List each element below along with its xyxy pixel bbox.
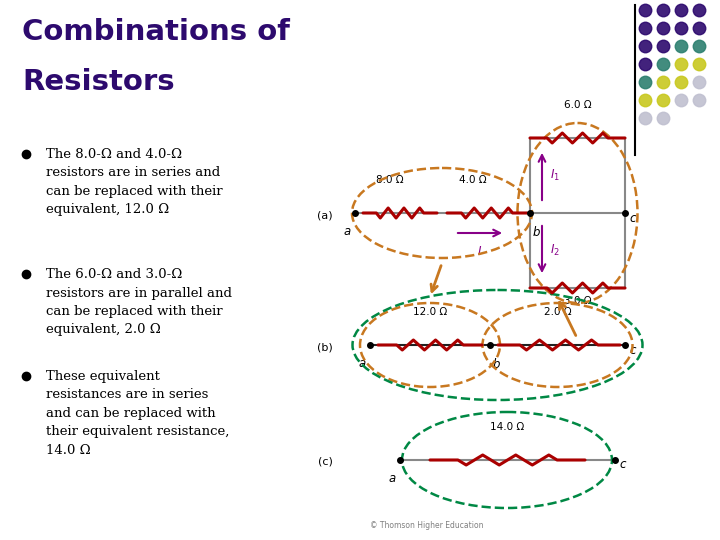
Text: The 6.0-Ω and 3.0-Ω
resistors are in parallel and
can be replaced with their
equ: The 6.0-Ω and 3.0-Ω resistors are in par… bbox=[46, 268, 232, 336]
Text: Combinations of: Combinations of bbox=[22, 18, 290, 46]
Text: $b$: $b$ bbox=[492, 357, 501, 371]
Text: 3.0 Ω: 3.0 Ω bbox=[564, 296, 591, 306]
Text: $a$: $a$ bbox=[387, 472, 396, 485]
Text: $c$: $c$ bbox=[629, 343, 637, 356]
Text: $I_1$: $I_1$ bbox=[550, 168, 560, 183]
Text: 6.0 Ω: 6.0 Ω bbox=[564, 100, 591, 110]
Text: $b$: $b$ bbox=[532, 225, 541, 239]
Text: (c): (c) bbox=[318, 457, 333, 467]
Text: The 8.0-Ω and 4.0-Ω
resistors are in series and
can be replaced with their
equiv: The 8.0-Ω and 4.0-Ω resistors are in ser… bbox=[46, 148, 222, 217]
Text: $I$: $I$ bbox=[477, 245, 482, 258]
Text: 12.0 Ω: 12.0 Ω bbox=[413, 307, 447, 317]
Text: These equivalent
resistances are in series
and can be replaced with
their equiva: These equivalent resistances are in seri… bbox=[46, 370, 230, 457]
Text: $a$: $a$ bbox=[358, 357, 366, 370]
Text: $I_2$: $I_2$ bbox=[550, 243, 560, 258]
Text: (b): (b) bbox=[318, 342, 333, 352]
Text: $c$: $c$ bbox=[629, 212, 637, 225]
Text: $c$: $c$ bbox=[619, 458, 627, 471]
Text: © Thomson Higher Education: © Thomson Higher Education bbox=[370, 521, 484, 530]
Text: 2.0 Ω: 2.0 Ω bbox=[544, 307, 571, 317]
Text: (a): (a) bbox=[318, 210, 333, 220]
Text: Resistors: Resistors bbox=[22, 68, 175, 96]
Text: 14.0 Ω: 14.0 Ω bbox=[490, 422, 524, 432]
Text: 8.0 Ω: 8.0 Ω bbox=[376, 175, 404, 185]
Text: 4.0 Ω: 4.0 Ω bbox=[459, 175, 487, 185]
Text: $a$: $a$ bbox=[343, 225, 351, 238]
